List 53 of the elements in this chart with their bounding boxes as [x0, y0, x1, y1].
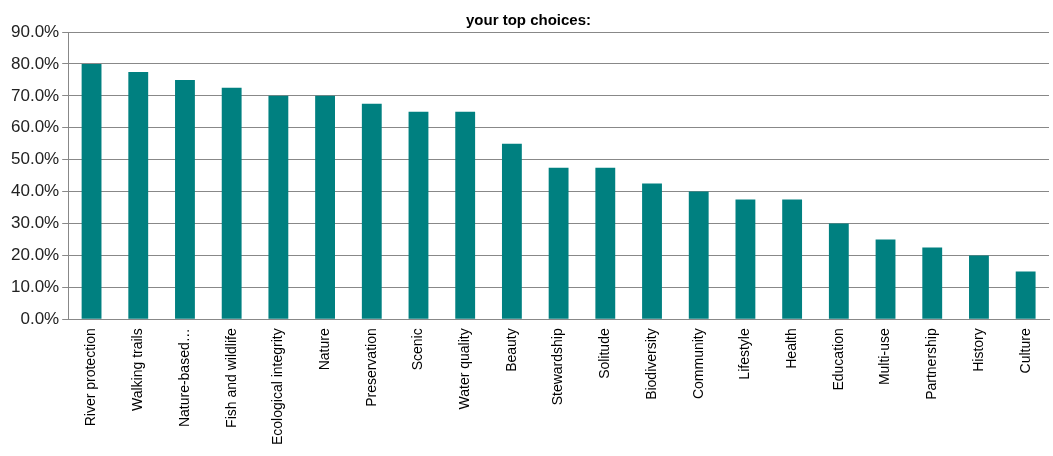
- x-tick-label: Preservation: [362, 328, 379, 407]
- x-tick-label: Beauty: [502, 328, 519, 372]
- bar: [548, 167, 569, 319]
- bar: [315, 95, 335, 319]
- bar: [128, 71, 149, 319]
- x-tick-label: Nature-based…: [175, 328, 192, 428]
- y-tick-label: 30.0%: [11, 213, 60, 233]
- bar: [969, 255, 989, 319]
- bar: [455, 111, 476, 319]
- bar: [408, 111, 429, 319]
- x-tick-label: Fish and wildlife: [222, 328, 239, 428]
- bar: [735, 199, 756, 319]
- x-tick-label: Biodiversity: [642, 328, 659, 400]
- x-tick-label: Lifestyle: [736, 328, 753, 380]
- bar: [782, 199, 803, 319]
- bar: [81, 63, 102, 319]
- bar: [642, 183, 662, 319]
- x-tick-label: Solitude: [596, 328, 613, 379]
- chart-title: your top choices:: [465, 11, 592, 29]
- bar: [268, 95, 289, 319]
- y-tick-label: 50.0%: [11, 149, 60, 169]
- bar: [361, 103, 382, 319]
- x-tick-label: Stewardship: [549, 328, 566, 406]
- bar: [501, 143, 522, 319]
- x-tick-label: Culture: [1016, 328, 1033, 374]
- bar: [1015, 271, 1036, 319]
- x-tick-label: Nature: [315, 328, 332, 371]
- x-tick-label: Ecological integrity: [269, 328, 286, 446]
- y-tick-label: 10.0%: [11, 277, 60, 297]
- y-tick-label: 70.0%: [11, 85, 60, 105]
- bar: [221, 87, 242, 319]
- bar: [688, 191, 709, 319]
- bar: [175, 79, 195, 319]
- x-tick-label: Health: [782, 328, 799, 369]
- x-tick-label: History: [969, 328, 986, 372]
- y-tick-label: 60.0%: [11, 117, 60, 137]
- x-tick-label: Multi-use: [876, 328, 893, 386]
- bar: [595, 167, 616, 319]
- y-tick-label: 20.0%: [11, 245, 60, 265]
- x-tick-label: Partnership: [923, 328, 940, 400]
- bar: [922, 247, 943, 319]
- y-tick-label: 40.0%: [11, 181, 60, 201]
- x-tick-label: Scenic: [409, 328, 426, 371]
- y-tick-label: 90.0%: [11, 21, 60, 41]
- x-tick-label: Water quality: [456, 328, 473, 410]
- x-tick-label: River protection: [82, 328, 99, 427]
- x-tick-label: Community: [689, 328, 706, 400]
- bar: [828, 223, 849, 319]
- y-tick-label: 80.0%: [11, 53, 60, 73]
- x-tick-label: Walking trails: [129, 328, 146, 412]
- y-tick-label: 0.0%: [20, 308, 60, 328]
- bar: [875, 239, 896, 319]
- x-tick-label: Education: [829, 328, 846, 391]
